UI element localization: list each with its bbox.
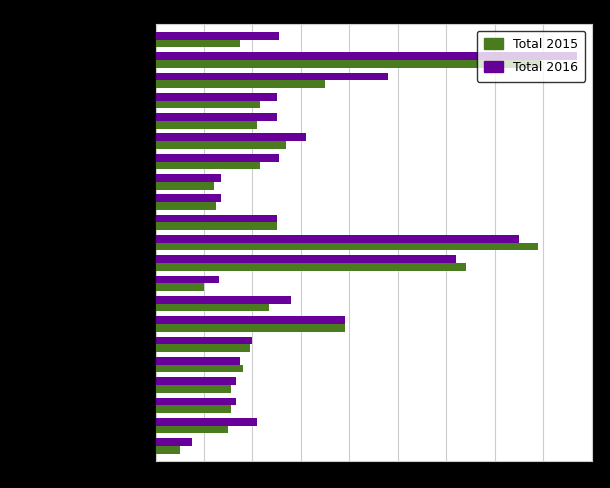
Bar [156,255,456,263]
Bar [156,446,180,454]
Bar [156,406,231,413]
Bar [156,80,325,88]
Bar [156,223,277,230]
Bar [156,426,228,433]
Bar [156,345,250,352]
Bar [156,357,240,365]
Bar [156,182,214,189]
Bar [156,296,291,304]
Bar [156,141,287,149]
Bar [156,365,243,372]
Bar [156,243,539,250]
Bar [156,438,192,446]
Bar [156,276,218,284]
Bar [156,134,306,141]
Bar [156,194,221,202]
Bar [156,316,345,324]
Legend: Total 2015, Total 2016: Total 2015, Total 2016 [476,31,586,81]
Bar [156,174,221,182]
Bar [156,154,279,162]
Bar [156,101,260,108]
Bar [156,398,235,406]
Bar [156,418,257,426]
Bar [156,32,279,40]
Bar [156,377,235,385]
Bar [156,385,231,393]
Bar [156,202,216,210]
Bar [156,215,277,223]
Bar [156,52,577,60]
Bar [156,60,541,68]
Bar [156,263,465,271]
Bar [156,121,257,129]
Bar [156,73,388,80]
Bar [156,40,240,47]
Bar [156,235,519,243]
Bar [156,113,277,121]
Bar [156,337,253,345]
Bar [156,93,277,101]
Bar [156,324,345,332]
Bar [156,284,204,291]
Bar [156,162,260,169]
Bar [156,304,270,311]
